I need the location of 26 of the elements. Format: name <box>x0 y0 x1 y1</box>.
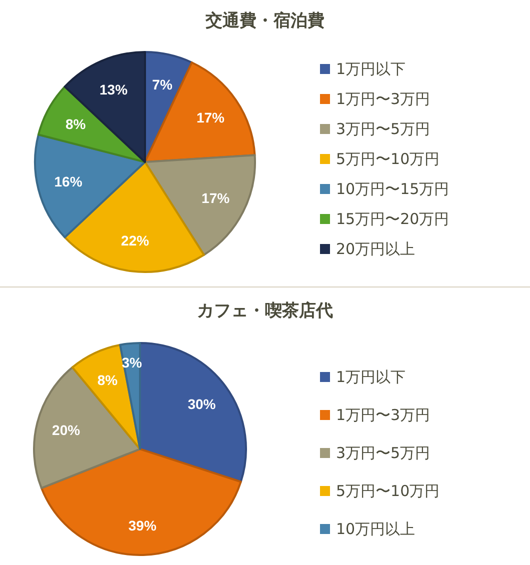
data-label: 22% <box>121 232 150 249</box>
chart-title: カフェ・喫茶店代 <box>197 301 333 321</box>
legend-label: 1万円〜3万円 <box>336 406 430 424</box>
legend-label: 3万円〜5万円 <box>336 120 430 138</box>
legend-label: 15万円〜20万円 <box>336 210 450 228</box>
data-label: 30% <box>188 396 216 412</box>
data-label: 17% <box>202 190 230 206</box>
legend-label: 20万円以上 <box>336 240 416 258</box>
data-label: 39% <box>128 517 157 534</box>
legend-label: 5万円〜10万円 <box>336 150 440 168</box>
data-label: 20% <box>52 422 81 438</box>
data-label: 8% <box>65 116 86 132</box>
data-label: 3% <box>122 354 142 370</box>
legend-label: 1万円以下 <box>336 368 406 386</box>
legend-label: 1万円〜3万円 <box>336 90 430 108</box>
data-label: 17% <box>196 109 226 126</box>
data-label: 13% <box>100 81 128 98</box>
legend-label: 10万円〜15万円 <box>336 180 450 198</box>
legend-label: 5万円〜10万円 <box>336 482 440 500</box>
chart-title: 交通費・宿泊費 <box>204 11 324 31</box>
legend-label: 10万円以上 <box>336 520 416 538</box>
data-label: 8% <box>97 372 118 388</box>
data-label: 16% <box>54 174 83 190</box>
legend-label: 1万円以下 <box>336 60 406 78</box>
data-label: 7% <box>152 76 173 93</box>
legend-label: 3万円〜5万円 <box>336 444 430 462</box>
